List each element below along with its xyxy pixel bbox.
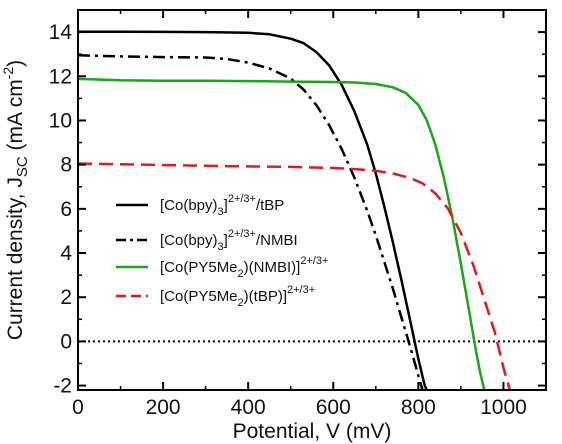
y-tick-label: 2 — [60, 286, 72, 309]
y-tick-label: 10 — [49, 109, 72, 132]
y-tick-label: -2 — [53, 375, 72, 398]
y-tick-label: 6 — [60, 198, 72, 221]
y-tick-label: 12 — [49, 65, 72, 88]
y-tick-label: 4 — [60, 242, 72, 265]
legend: [Co(bpy)3]2+/3+/tBP[Co(bpy)3]2+/3+/NMBI[… — [116, 193, 328, 309]
legend-label-2: [Co(bpy)3]2+/3+/NMBI — [160, 228, 298, 253]
x-tick-label: 200 — [146, 396, 181, 419]
y-tick-label: 14 — [49, 21, 73, 44]
x-axis-title: Potential, V (mV) — [233, 420, 392, 443]
x-tick-label: 800 — [401, 396, 436, 419]
y-axis-title: Current density, JSC (mA cm-2) — [0, 60, 31, 340]
x-tick-label: 1000 — [480, 396, 527, 419]
y-tick-label: 0 — [60, 330, 72, 353]
series-line-4 — [78, 162, 512, 390]
series-layer — [78, 30, 512, 390]
legend-label-1: [Co(bpy)3]2+/3+/tBP — [160, 193, 284, 218]
x-tick-label: 0 — [72, 396, 84, 419]
series-line-3 — [78, 77, 486, 390]
legend-label-4: [Co(PY5Me2)(tBP)]2+/3+ — [160, 284, 315, 309]
plot-frame — [77, 9, 547, 391]
x-tick-label: 600 — [316, 396, 351, 419]
x-tick-label: 400 — [231, 396, 266, 419]
y-tick-label: 8 — [60, 154, 72, 177]
series-line-2 — [78, 54, 424, 390]
series-line-1 — [78, 30, 429, 390]
legend-label-3: [Co(PY5Me2)(NMBI)]2+/3+ — [160, 255, 328, 280]
